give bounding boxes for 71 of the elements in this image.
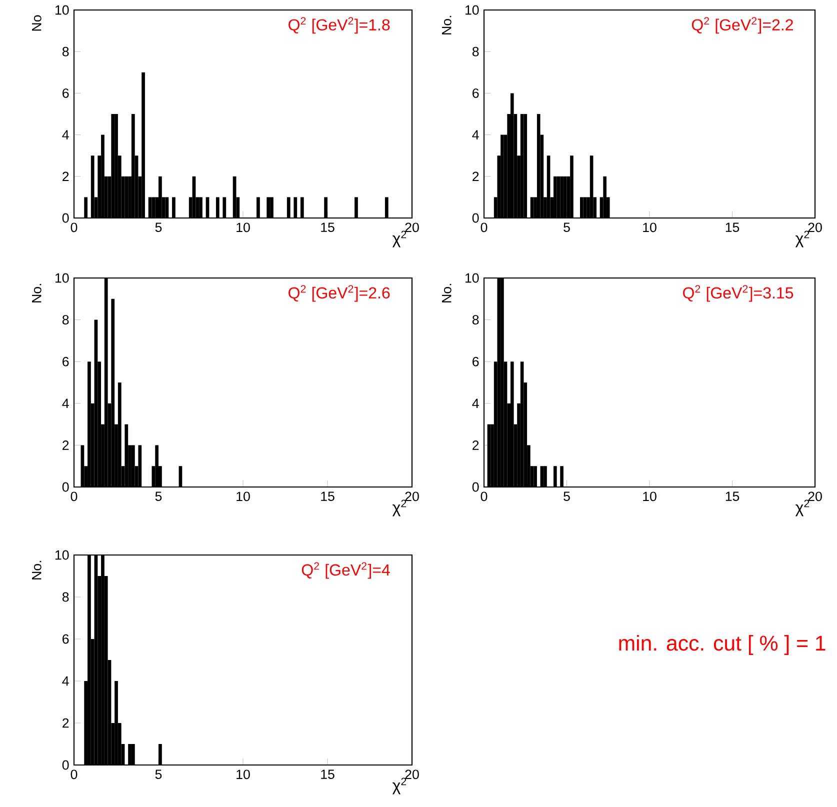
y-tick-label: 0	[472, 482, 479, 492]
y-tick-label: 4	[472, 398, 479, 408]
y-tick-label: 0	[62, 482, 69, 492]
x-tick-label: 20	[405, 770, 419, 780]
x-axis-title: χ$^{2}$	[795, 230, 810, 248]
y-axis-title: No	[32, 15, 42, 31]
x-tick-label: 5	[155, 222, 162, 232]
x-tick-label: 10	[643, 222, 656, 232]
x-tick-label: 20	[405, 222, 419, 232]
y-tick-label: 10	[55, 550, 69, 560]
y-tick-label: 6	[472, 88, 479, 98]
x-tick-label: 10	[236, 222, 250, 232]
x-axis-title: χ$^{2}$	[392, 500, 406, 516]
x-tick-label: 0	[70, 770, 78, 780]
y-tick-label: 2	[62, 718, 69, 728]
y-tick-label: 2	[472, 172, 479, 182]
x-tick-label: 5	[564, 492, 570, 502]
y-tick-label: 6	[62, 356, 69, 366]
y-tick-label: 4	[62, 130, 69, 140]
y-tick-label: 6	[62, 88, 69, 98]
chart-title: Q$^{2}$ [GeV$^{2}$]=1.8	[288, 17, 390, 34]
x-tick-label: 15	[321, 770, 334, 780]
y-axis-title: No.	[32, 560, 42, 580]
chart-title: Q$^{2}$ [GeV$^{2}$]=4	[302, 562, 390, 579]
x-tick-label: 15	[321, 222, 334, 232]
x-tick-label: 10	[236, 770, 250, 780]
y-tick-label: 10	[55, 5, 69, 15]
x-tick-label: 15	[726, 492, 740, 502]
x-tick-label: 0	[480, 492, 488, 502]
y-axis-title: No.	[32, 284, 42, 302]
y-tick-label: 4	[62, 676, 69, 686]
y-axis-title: No.	[442, 284, 452, 302]
x-axis-title: χ$^{2}$	[392, 778, 406, 794]
x-tick-label: 0	[70, 222, 78, 232]
x-tick-label: 5	[564, 222, 570, 232]
y-tick-label: 8	[472, 46, 479, 56]
x-tick-label: 10	[643, 492, 656, 502]
y-tick-label: 0	[62, 213, 69, 223]
y-tick-label: 8	[472, 315, 479, 325]
x-tick-label: 20	[808, 222, 822, 232]
chart-title: Q$^{2}$ [GeV$^{2}$]=2.6	[288, 285, 390, 302]
x-tick-label: 5	[155, 492, 162, 502]
y-tick-label: 2	[472, 440, 479, 450]
x-axis-title: χ$^{2}$	[392, 230, 406, 248]
y-tick-label: 8	[62, 592, 69, 602]
chart-title: Q$^{2}$ [GeV$^{2}$]=2.2	[692, 17, 793, 34]
x-tick-label: 0	[70, 492, 78, 502]
text: min. acc. cut [ % ] = 1	[619, 635, 826, 655]
y-tick-label: 6	[472, 356, 479, 366]
x-tick-label: 20	[405, 492, 419, 502]
chart-title: Q$^{2}$ [GeV$^{2}$]=3.15	[683, 285, 794, 302]
y-tick-label: 8	[62, 46, 69, 56]
y-tick-label: 4	[62, 398, 69, 408]
y-tick-label: 0	[62, 760, 69, 770]
x-tick-label: 10	[236, 492, 250, 502]
y-tick-label: 0	[472, 213, 479, 223]
y-axis-title: No.	[442, 16, 452, 34]
x-tick-label: 20	[808, 492, 822, 502]
x-tick-label: 5	[155, 770, 162, 780]
y-tick-label: 6	[62, 634, 69, 644]
y-tick-label: 10	[465, 273, 479, 283]
y-tick-label: 10	[55, 273, 69, 283]
y-tick-label: 2	[62, 172, 69, 182]
y-tick-label: 4	[472, 130, 479, 140]
x-tick-label: 15	[726, 222, 740, 232]
y-tick-label: 8	[62, 315, 69, 325]
y-tick-label: 2	[62, 440, 69, 450]
x-tick-label: 0	[480, 222, 488, 232]
x-tick-label: 15	[321, 492, 334, 502]
x-axis-title: χ$^{2}$	[795, 500, 810, 516]
y-tick-label: 10	[465, 5, 479, 15]
